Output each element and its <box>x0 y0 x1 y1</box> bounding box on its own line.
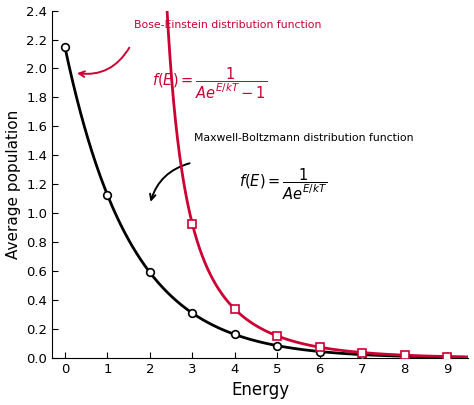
Text: Bose-Einstein distribution function: Bose-Einstein distribution function <box>134 20 321 30</box>
Y-axis label: Average population: Average population <box>6 110 20 259</box>
Text: Maxwell-Boltzmann distribution function: Maxwell-Boltzmann distribution function <box>194 133 414 143</box>
Text: $f(E) = \dfrac{1}{Ae^{E/kT}}$: $f(E) = \dfrac{1}{Ae^{E/kT}}$ <box>239 167 327 202</box>
Text: $f(E) = \dfrac{1}{Ae^{E/kT} - 1}$: $f(E) = \dfrac{1}{Ae^{E/kT} - 1}$ <box>152 65 267 100</box>
X-axis label: Energy: Energy <box>231 382 289 399</box>
